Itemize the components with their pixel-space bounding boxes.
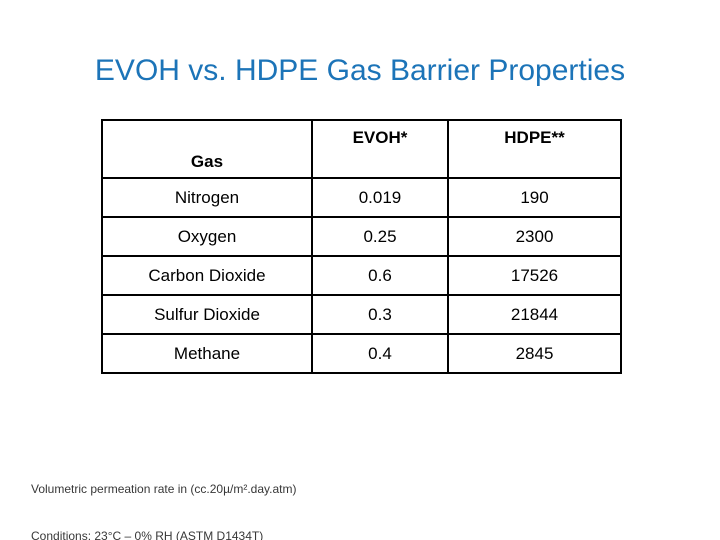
- column-header-hdpe: HDPE**: [447, 119, 622, 179]
- gas-name-cell: Nitrogen: [101, 177, 313, 218]
- table-header-row: Gas EVOH* HDPE**: [101, 119, 622, 179]
- footnote-conditions-line: Conditions: 23°C – 0% RH (ASTM D1434T): [31, 528, 264, 540]
- gas-barrier-table: Gas EVOH* HDPE** Nitrogen 0.019 190 Oxyg…: [101, 119, 622, 374]
- evoh-value-cell: 0.019: [311, 177, 449, 218]
- hdpe-value-cell: 2300: [447, 216, 622, 257]
- footnotes-block: Volumetric permeation rate in (cc.20µ/m²…: [31, 451, 426, 540]
- slide-title: EVOH vs. HDPE Gas Barrier Properties: [94, 54, 626, 87]
- gas-name-cell: Sulfur Dioxide: [101, 294, 313, 335]
- table-row-oxygen: Oxygen 0.25 2300: [101, 216, 622, 257]
- hdpe-value-cell: 190: [447, 177, 622, 218]
- evoh-value-cell: 0.4: [311, 333, 449, 374]
- evoh-value-cell: 0.3: [311, 294, 449, 335]
- footnote-units-line: Volumetric permeation rate in (cc.20µ/m²…: [31, 482, 297, 496]
- gas-name-cell: Oxygen: [101, 216, 313, 257]
- table-row-sulfur-dioxide: Sulfur Dioxide 0.3 21844: [101, 294, 622, 335]
- hdpe-value-cell: 17526: [447, 255, 622, 296]
- hdpe-value-cell: 21844: [447, 294, 622, 335]
- table-row-nitrogen: Nitrogen 0.019 190: [101, 177, 622, 218]
- evoh-value-cell: 0.6: [311, 255, 449, 296]
- table-row-carbon-dioxide: Carbon Dioxide 0.6 17526: [101, 255, 622, 296]
- gas-name-cell: Methane: [101, 333, 313, 374]
- gas-name-cell: Carbon Dioxide: [101, 255, 313, 296]
- table-row-methane: Methane 0.4 2845: [101, 333, 622, 374]
- column-header-gas: Gas: [101, 119, 313, 179]
- hdpe-value-cell: 2845: [447, 333, 622, 374]
- evoh-value-cell: 0.25: [311, 216, 449, 257]
- column-header-evoh: EVOH*: [311, 119, 449, 179]
